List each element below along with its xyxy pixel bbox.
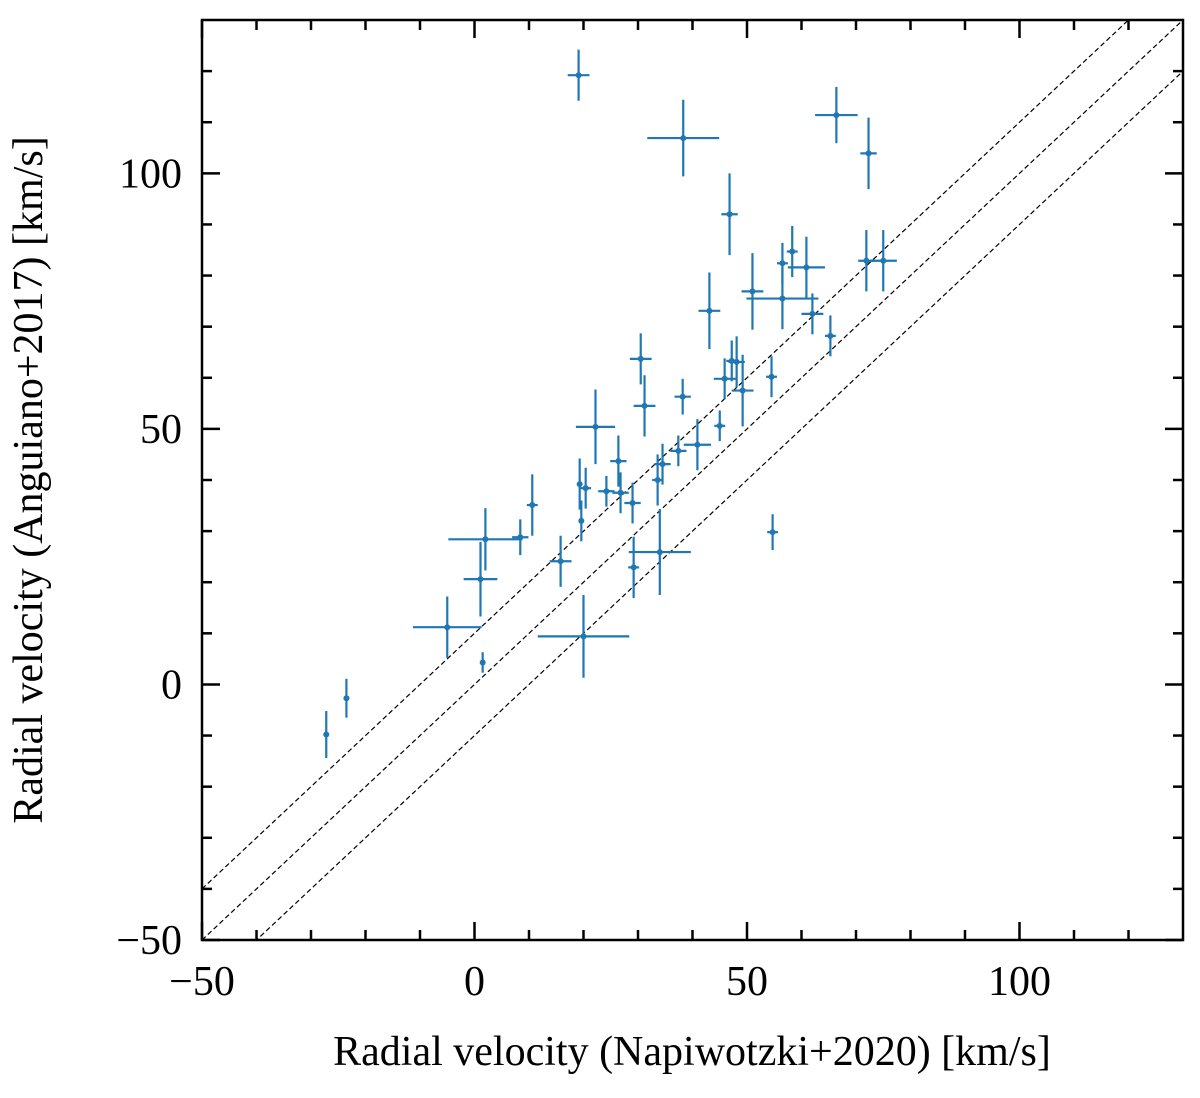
plot-frame — [200, 18, 1185, 942]
point — [575, 72, 582, 79]
point — [769, 529, 776, 536]
point — [721, 375, 728, 382]
point — [680, 135, 687, 142]
point — [576, 481, 583, 488]
point — [809, 310, 816, 317]
point — [592, 423, 599, 430]
point — [482, 536, 489, 543]
point — [739, 387, 746, 394]
point — [768, 373, 775, 380]
point — [656, 549, 663, 556]
point — [444, 624, 451, 631]
point — [733, 358, 740, 365]
x-tick-label: 0 — [464, 959, 485, 1005]
point — [529, 502, 536, 509]
reference-line — [202, 20, 1183, 940]
point — [617, 489, 624, 496]
point — [716, 422, 723, 429]
y-tick-label: 0 — [161, 662, 182, 708]
point — [880, 257, 887, 264]
point — [615, 458, 622, 465]
point — [578, 517, 585, 524]
point — [603, 488, 610, 495]
x-tick-label: 100 — [988, 959, 1051, 1005]
y-tick-label: 50 — [140, 407, 182, 453]
point — [749, 288, 756, 295]
point — [517, 534, 524, 541]
point — [477, 576, 484, 583]
point — [865, 150, 872, 157]
reference-line — [202, 20, 1130, 890]
point — [827, 332, 834, 339]
reference-line — [255, 70, 1183, 940]
point — [629, 500, 636, 506]
point — [779, 295, 786, 302]
x-tick-label: −50 — [169, 959, 235, 1005]
point — [582, 485, 589, 492]
point — [580, 633, 587, 640]
point — [479, 659, 486, 666]
point — [863, 257, 870, 264]
point — [726, 211, 733, 218]
x-axis-label: Radial velocity (Napiwotzki+2020) [km/s] — [333, 1029, 1051, 1075]
y-tick-label: −50 — [116, 918, 182, 964]
point — [641, 402, 648, 409]
point — [343, 695, 350, 702]
point — [803, 264, 810, 271]
point — [637, 355, 644, 362]
point — [675, 447, 682, 454]
point — [630, 564, 637, 571]
point — [323, 731, 330, 738]
point — [654, 477, 661, 483]
x-tick-label: 50 — [726, 959, 768, 1005]
point — [779, 260, 786, 267]
point — [659, 461, 666, 468]
point — [694, 441, 701, 448]
point — [789, 248, 796, 255]
point — [557, 558, 564, 565]
y-axis-label: Radial velocity (Anguiano+2017) [km/s] — [6, 136, 52, 823]
y-tick-label: 100 — [119, 151, 182, 197]
point — [706, 307, 713, 314]
point — [833, 112, 840, 119]
point — [679, 393, 686, 400]
